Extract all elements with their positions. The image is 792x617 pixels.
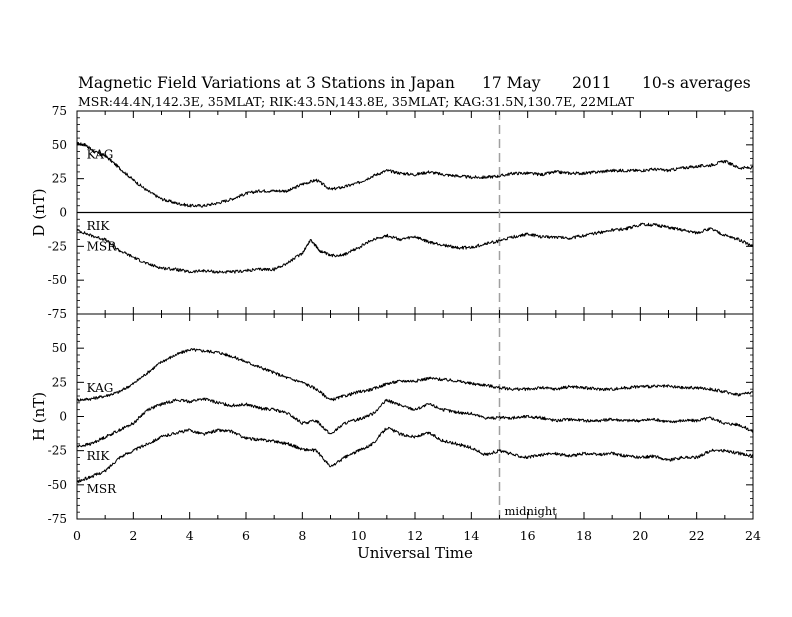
- x-tick-label: 18: [576, 528, 592, 543]
- y-tick-label: -50: [48, 273, 67, 287]
- x-tick-label: 14: [463, 528, 479, 543]
- x-tick-label: 2: [129, 528, 137, 543]
- midnight-label: midnight: [505, 504, 558, 518]
- series-line-rik: [76, 397, 754, 448]
- x-tick-label: 24: [745, 528, 761, 543]
- y-tick-label: -75: [48, 512, 67, 526]
- x-tick-label: 16: [520, 528, 536, 543]
- series-line-kag: [76, 348, 754, 402]
- y-tick-label: 50: [52, 138, 67, 152]
- y-tick-label: -50: [48, 478, 67, 492]
- panel-top: 75 50 25 0 -25 -50 -75 D (nT) KAG RIK MSR: [30, 104, 754, 321]
- series-label-kag: KAG: [87, 147, 114, 161]
- x-tick-label: 22: [689, 528, 705, 543]
- y-tick-label: -25: [48, 444, 67, 458]
- series-line-rik: [76, 222, 754, 274]
- series-label-kag: KAG: [87, 381, 114, 395]
- series-label-rik: RIK: [87, 449, 111, 463]
- y-axis-label: H (nT): [30, 392, 48, 441]
- y-axis-label: D (nT): [30, 188, 48, 236]
- y-tick-label: 0: [59, 410, 67, 424]
- chart-title-main: Magnetic Field Variations at 3 Stations …: [78, 74, 455, 92]
- y-tick-label: -75: [48, 307, 67, 321]
- y-tick-label: 0: [59, 206, 67, 220]
- series-label-rik: RIK: [87, 219, 111, 233]
- plot-layer: 75 50 25 0 -25 -50 -75 D (nT) KAG RIK MSR 50 25 0 -25 -…: [30, 104, 761, 562]
- x-tick-label: 10: [351, 528, 367, 543]
- x-tick-label: 8: [298, 528, 306, 543]
- chart-title-averaging: 10-s averages: [642, 74, 751, 92]
- series-line-kag: [76, 141, 754, 208]
- panel-frame: [76, 313, 754, 520]
- chart-subtitle-stations: MSR:44.4N,142.3E, 35MLAT; RIK:43.5N,143.…: [78, 94, 635, 109]
- x-axis-label: Universal Time: [357, 544, 473, 562]
- x-tick-label: 4: [186, 528, 194, 543]
- x-tick-label: 12: [407, 528, 423, 543]
- x-tick-label: 0: [73, 528, 81, 543]
- series-line-msr: [76, 426, 754, 484]
- series-label-msr: MSR: [87, 482, 118, 496]
- y-tick-label: 25: [52, 375, 67, 389]
- chart-title-date: 17 May: [482, 74, 541, 92]
- x-tick-label: 20: [632, 528, 648, 543]
- y-tick-label: 50: [52, 341, 67, 355]
- series-label-msr: MSR: [87, 239, 118, 253]
- y-tick-label: 25: [52, 172, 67, 186]
- x-tick-label: 6: [242, 528, 250, 543]
- chart-title-year: 2011: [572, 74, 611, 92]
- y-tick-label: -25: [48, 239, 67, 253]
- y-tick-label: 75: [52, 104, 67, 118]
